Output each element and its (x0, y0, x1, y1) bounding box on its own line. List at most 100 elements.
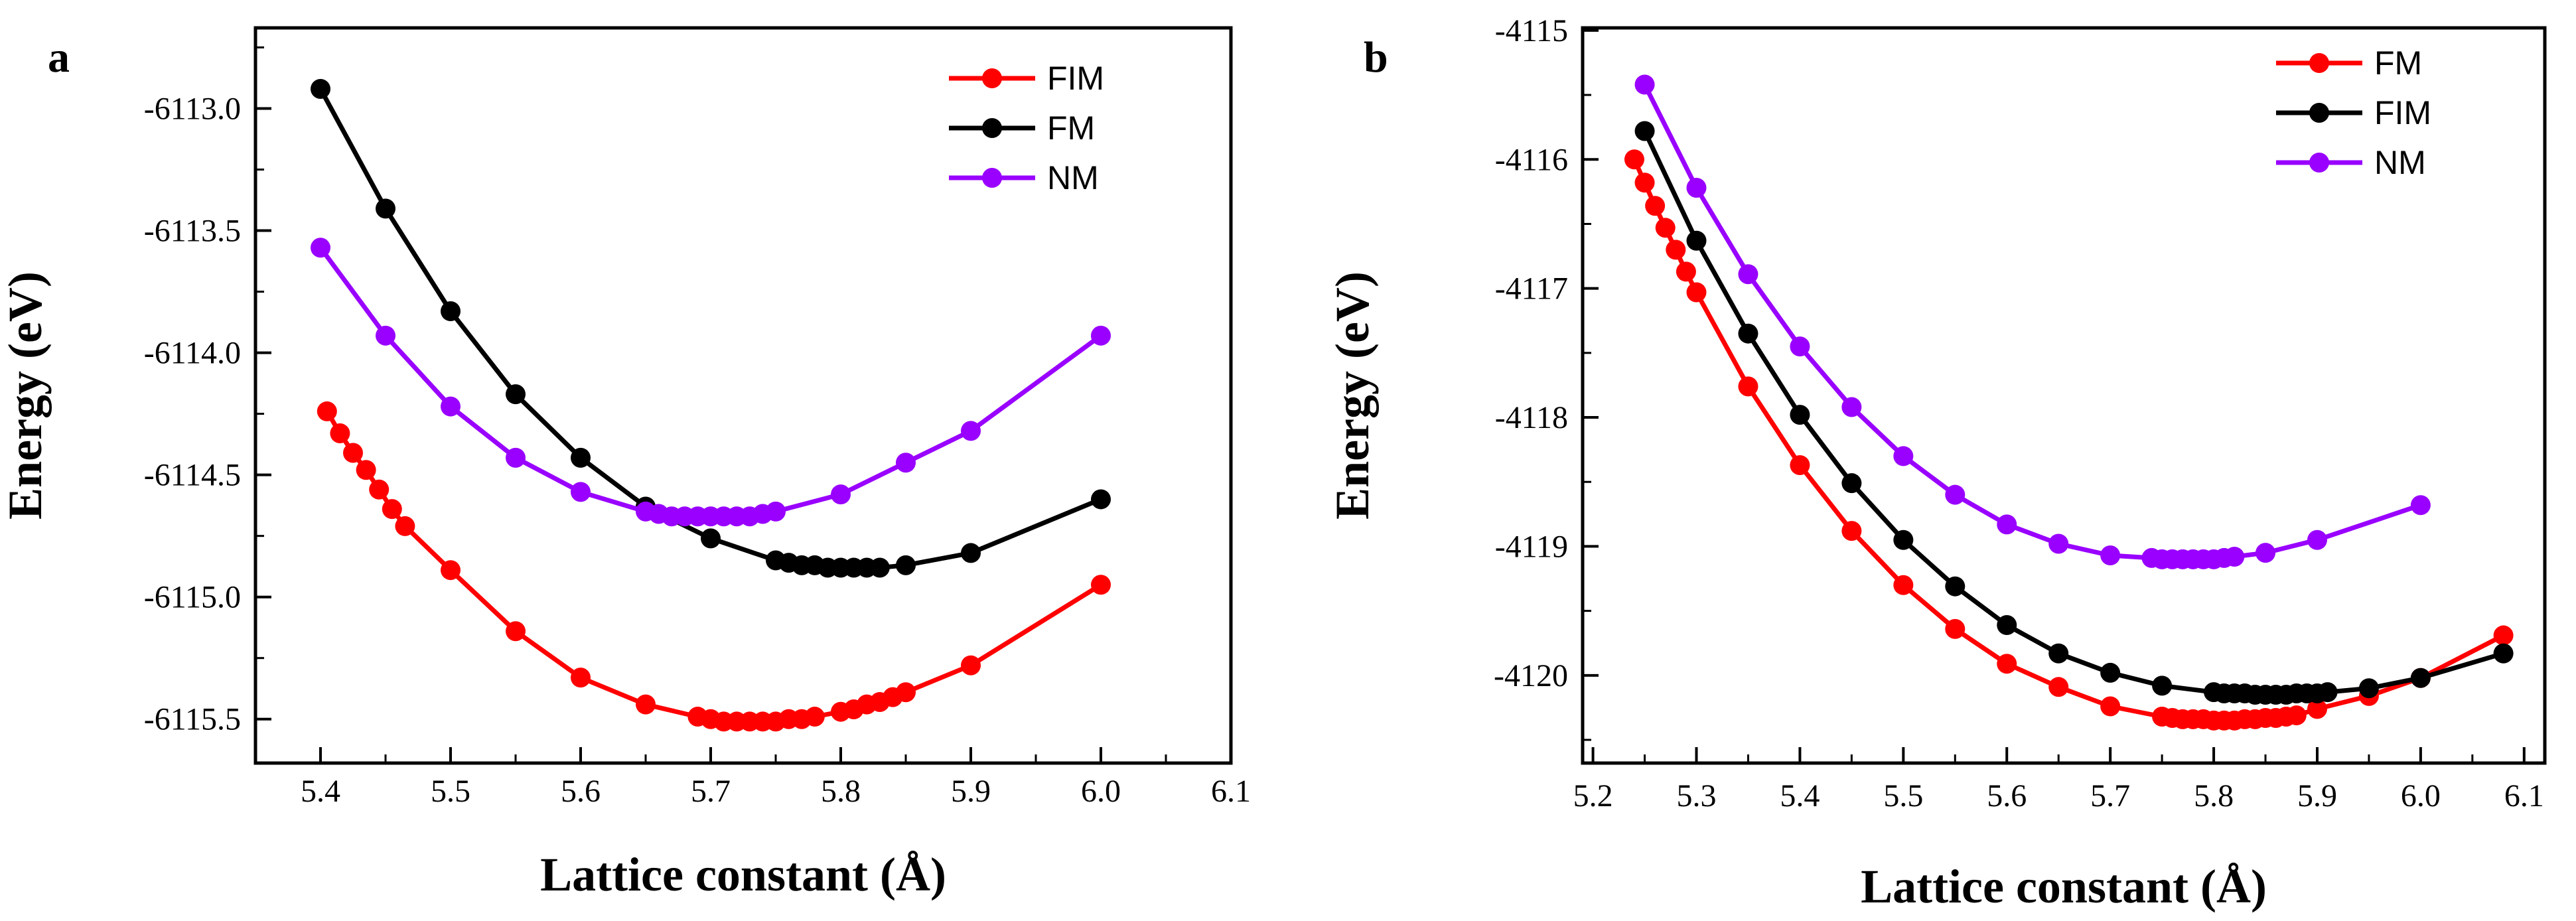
data-point (311, 79, 330, 100)
x-tick-label: 5.5 (431, 774, 470, 809)
series-nm (311, 238, 1111, 527)
series-line (1632, 158, 2505, 723)
y-tick-label: -6114.0 (144, 336, 241, 371)
data-point (896, 682, 916, 703)
y-tick-label: -4119 (1495, 529, 1568, 564)
data-point (1841, 397, 1862, 417)
data-point (1624, 149, 1644, 170)
data-point (1841, 521, 1862, 541)
data-point (2493, 625, 2514, 646)
x-tick-label: 5.6 (561, 774, 601, 809)
legend-entry: FIM (2374, 94, 2431, 131)
data-point (1841, 473, 1862, 494)
data-point (571, 668, 591, 688)
data-point (2100, 662, 2121, 683)
data-point (441, 396, 461, 417)
legend-entry: FIM (1047, 60, 1104, 97)
data-point (2307, 699, 2327, 719)
data-point (2152, 675, 2173, 696)
data-point (2048, 677, 2069, 697)
data-point (1790, 405, 1810, 425)
x-tick-label: 5.8 (821, 774, 861, 809)
data-point (1997, 615, 2017, 636)
legend-entry: NM (1047, 159, 1099, 196)
data-point (1686, 282, 1707, 303)
data-point (1945, 618, 1966, 639)
data-point (1893, 530, 1914, 550)
y-tick-label: -4118 (1495, 400, 1568, 435)
y-tick-label: -4117 (1495, 271, 1568, 307)
data-point (1790, 336, 1810, 357)
series-fim (1634, 121, 2514, 705)
series-line (1642, 83, 2422, 562)
y-tick-label: -4120 (1494, 658, 1568, 693)
data-point (869, 557, 890, 578)
legend-marker (982, 168, 1002, 188)
series-fm (1624, 149, 2514, 731)
data-point (1893, 446, 1914, 466)
series-fm (311, 79, 1111, 578)
x-axis-title: Lattice constant (Å) (540, 848, 946, 901)
data-point (395, 516, 415, 536)
data-point (1666, 240, 1686, 260)
x-tick-label: 5.9 (951, 774, 991, 809)
data-point (2100, 696, 2121, 717)
data-point (1091, 325, 1111, 346)
data-point (369, 479, 390, 500)
x-tick-label: 5.9 (2297, 778, 2337, 814)
data-point (1655, 218, 1676, 238)
data-point (1738, 264, 1758, 285)
data-point (571, 447, 591, 468)
data-point (1738, 323, 1758, 344)
series-line (1642, 130, 2504, 697)
data-point (1091, 575, 1111, 595)
data-point (961, 655, 981, 675)
data-point (441, 560, 461, 581)
y-tick-label: -6115.0 (144, 580, 241, 615)
data-point (2317, 682, 2338, 703)
y-tick-label: -6113.0 (144, 91, 241, 126)
legend-entry: FM (2374, 44, 2422, 82)
x-tick-label: 5.7 (691, 774, 731, 809)
data-point (343, 443, 363, 463)
data-point (311, 238, 330, 258)
x-tick-label: 5.7 (2090, 778, 2130, 814)
data-point (1686, 230, 1707, 251)
y-tick-label: -6114.5 (144, 458, 241, 493)
plot-frame (253, 26, 1233, 765)
panel-label: b (1364, 33, 1388, 82)
data-point (896, 555, 916, 575)
data-point (1686, 178, 1707, 198)
plot-frame (1581, 26, 2547, 765)
chart-panel-b: 5.2 5.3 5.4 5.5 5.6 5.7 5.8 5.9 6.0 6.1 -4115 -4116… (1326, 13, 2547, 913)
data-point (701, 528, 721, 549)
data-point (2224, 546, 2245, 567)
x-tick-label: 6.1 (2504, 778, 2544, 814)
data-point (961, 543, 981, 563)
data-point (766, 501, 786, 522)
data-point (2410, 495, 2431, 516)
data-point (376, 325, 395, 346)
data-point (506, 384, 526, 405)
data-point (1634, 121, 1655, 141)
legend-marker (982, 118, 1002, 138)
data-point (1091, 489, 1111, 510)
x-tick-label: 5.8 (2194, 778, 2234, 814)
x-tick-label: 5.4 (301, 774, 340, 809)
x-tick-label: 5.5 (1883, 778, 1923, 814)
data-point (2100, 545, 2121, 566)
series-line (318, 88, 1102, 570)
data-point (1634, 74, 1655, 95)
x-tick-label: 5.6 (1987, 778, 2027, 814)
data-point (2048, 643, 2069, 664)
data-point (1893, 575, 1914, 595)
y-tick-label: -4115 (1495, 13, 1568, 48)
data-point (330, 423, 350, 444)
x-tick-label: 5.3 (1677, 778, 1717, 814)
x-tick-label: 5.2 (1573, 778, 1613, 814)
data-point (2410, 668, 2431, 688)
data-point (506, 621, 526, 642)
data-point (804, 707, 825, 727)
data-point (2286, 705, 2307, 726)
data-point (831, 484, 851, 505)
